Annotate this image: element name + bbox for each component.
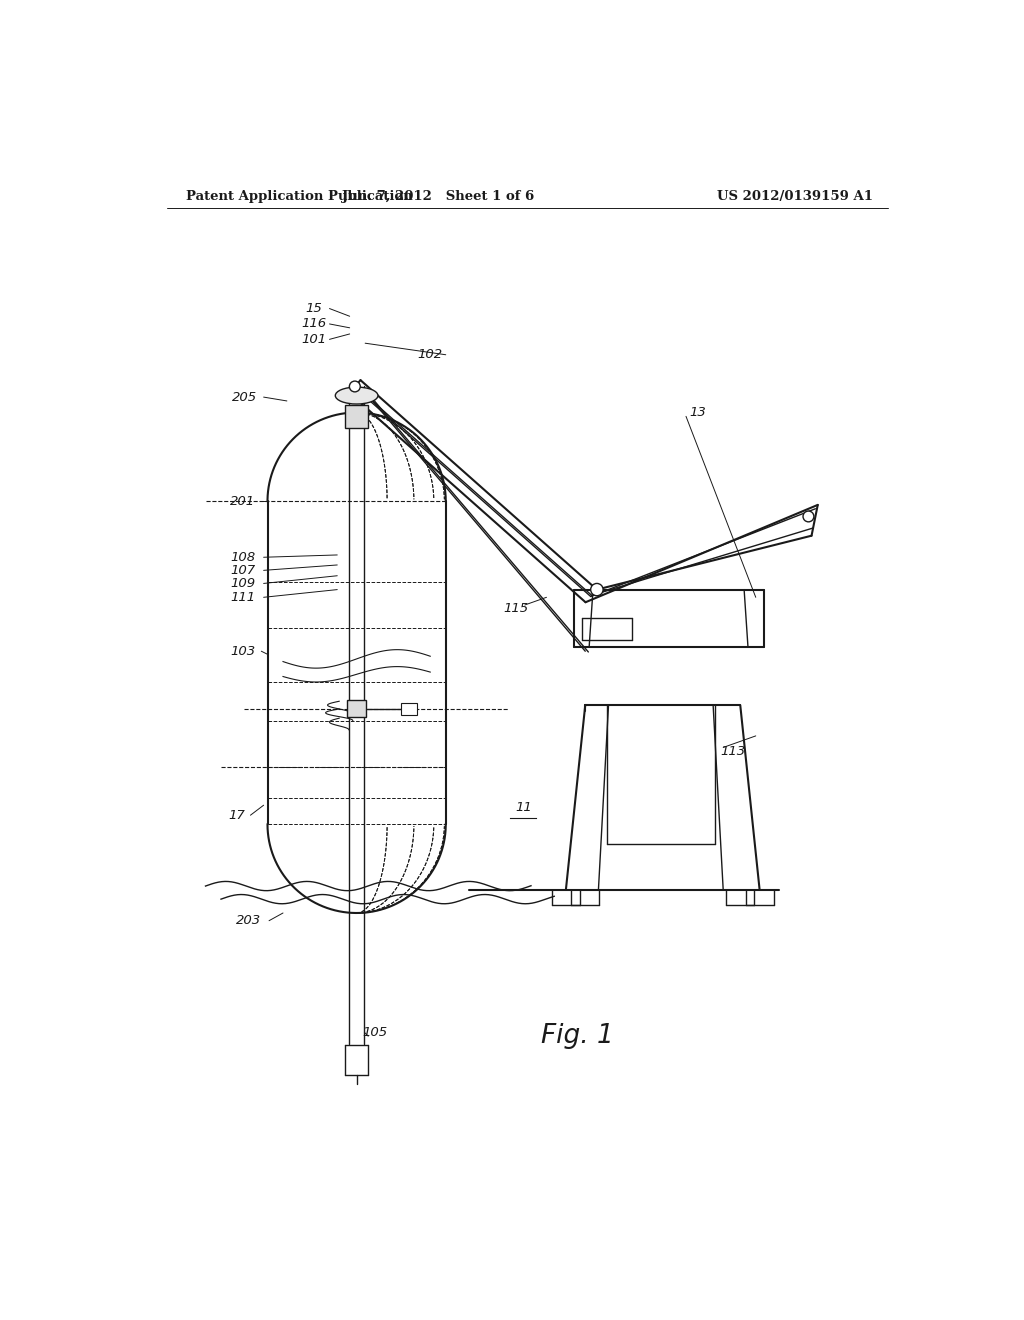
- Text: 111: 111: [230, 591, 255, 603]
- Text: 101: 101: [301, 333, 327, 346]
- Text: 201: 201: [230, 495, 255, 508]
- Bar: [347, 701, 367, 718]
- Text: 203: 203: [236, 915, 261, 927]
- Bar: [401, 702, 417, 715]
- Text: 205: 205: [231, 391, 257, 404]
- Text: 102: 102: [418, 348, 442, 362]
- Text: 11: 11: [515, 801, 531, 814]
- Text: 109: 109: [230, 577, 255, 590]
- Text: 105: 105: [361, 1026, 387, 1039]
- Text: 13: 13: [689, 407, 706, 418]
- Bar: [345, 405, 369, 428]
- Text: Jun. 7, 2012   Sheet 1 of 6: Jun. 7, 2012 Sheet 1 of 6: [342, 190, 535, 203]
- Circle shape: [803, 511, 814, 521]
- Ellipse shape: [335, 387, 378, 404]
- Text: 103: 103: [230, 644, 255, 657]
- Text: 116: 116: [301, 317, 327, 330]
- Text: Fig. 1: Fig. 1: [541, 1023, 613, 1049]
- Text: Patent Application Publication: Patent Application Publication: [186, 190, 413, 203]
- Text: 108: 108: [230, 550, 255, 564]
- Text: 107: 107: [230, 564, 255, 577]
- Text: 115: 115: [503, 602, 528, 615]
- Text: 15: 15: [305, 302, 323, 315]
- Circle shape: [349, 381, 360, 392]
- Text: US 2012/0139159 A1: US 2012/0139159 A1: [717, 190, 873, 203]
- Text: 17: 17: [228, 809, 245, 822]
- Circle shape: [591, 583, 603, 595]
- Text: 113: 113: [720, 744, 745, 758]
